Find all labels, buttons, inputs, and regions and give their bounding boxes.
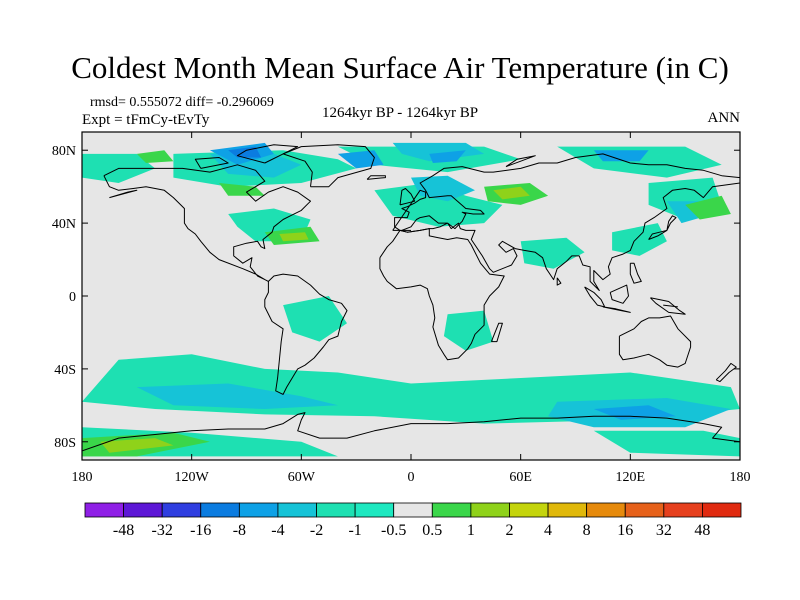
colorbar-swatch-16 [702,502,742,518]
colorbar-swatch-4 [238,502,279,518]
anomaly-region-9 [374,183,503,227]
x-tick-label: 0 [408,470,415,485]
coastline-19 [109,189,138,199]
anomaly-region-12 [612,223,667,256]
colorbar-label: -48 [113,522,134,539]
coastline-21 [663,304,678,308]
anomaly-region-11 [520,237,585,269]
colorbar-swatch-14 [624,502,665,518]
anomaly-region-10 [411,175,475,202]
anomaly-region-26 [219,183,265,196]
coastline-16 [82,412,740,452]
colorbar-swatch-11 [509,502,549,518]
anomaly-region-30 [279,232,309,242]
anomaly-region-31 [685,195,731,220]
period-label: 1264kyr BP - 1264kyr BP [322,105,479,121]
colorbar-swatch-8 [393,502,433,518]
colorbar-swatch-10 [470,502,510,518]
coastline-18 [194,157,229,169]
colorbar-label: 4 [544,522,552,539]
colorbar-label: -16 [190,522,211,539]
coastline-8 [618,315,692,368]
colorbar: -48 -32 -16 -8 -4 -2 -1 -0.5 0.5 1 2 4 8 16 32 48 [84,502,742,539]
colorbar-label: -8 [233,522,246,539]
anomaly-region-23 [429,150,466,163]
colorbar-label: 16 [617,522,633,539]
coastline-9 [648,215,677,240]
coastline-15 [715,362,737,383]
x-tick-label: 60W [288,470,316,485]
coastline-3 [392,153,740,291]
coastline-14 [629,262,642,284]
colorbar-label: 8 [583,522,591,539]
anomaly-region-34 [136,150,174,163]
x-tick-label: 180 [72,470,93,485]
colorbar-swatch-9 [431,502,472,518]
colorbar-swatch-1 [123,502,163,518]
x-tick-label: 120E [616,470,646,485]
y-tick-label: 40S [54,363,76,378]
coastline-7 [490,322,503,343]
coastline-2 [264,273,348,395]
colorbar-swatch-7 [354,502,395,518]
stats-label: rmsd= 0.555072 diff= -0.296069 [90,95,274,110]
colorbar-label: 0.5 [422,522,442,539]
colorbar-label: 1 [467,522,475,539]
colorbar-label: 32 [656,522,672,539]
x-tick-label: 180 [730,470,751,485]
coastline-11 [602,306,631,313]
anomaly-region-28 [493,186,530,200]
colorbar-label: -2 [310,522,323,539]
coastline-22 [556,277,562,286]
anomaly-region-24 [593,150,649,162]
colorbar-label: 48 [694,522,710,539]
x-tick-label: 120W [175,470,210,485]
colorbar-swatch-0 [84,502,124,518]
colorbar-label: -1 [348,522,361,539]
coastline-13 [650,297,686,315]
coastline-6 [366,175,386,180]
colorbar-swatch-12 [547,502,588,518]
y-tick-label: 80S [54,436,76,451]
colorbar-swatch-3 [200,502,240,518]
y-tick-label: 80N [52,144,76,159]
colorbar-label: 2 [505,522,513,539]
anomaly-region-13 [283,296,347,342]
colorbar-label: -0.5 [381,522,406,539]
season-label: ANN [707,110,741,126]
axis-ticks: 180 120W 60W 0 60E 120E 180 80N 40N 0 40S 80S [52,132,751,485]
x-tick-label: 60E [509,470,532,485]
coastline-23 [505,155,536,168]
colorbar-swatch-5 [277,502,317,518]
anomaly-region-14 [443,310,494,351]
coastline-17 [236,144,299,164]
colorbar-swatch-6 [316,502,356,518]
colorbar-swatch-15 [663,502,703,518]
anomaly-region-16 [136,383,338,409]
anomaly-region-20 [593,430,740,457]
anomaly-region-33 [100,438,174,453]
experiment-label: Expt = tFmCy-tEvTy [82,112,210,128]
page-title: Coldest Month Mean Surface Air Temperatu… [71,50,729,85]
colorbar-swatch-13 [586,502,626,518]
y-tick-label: 0 [69,290,76,305]
colorbar-swatch-2 [161,502,202,518]
coastline-0 [103,164,311,282]
coastline-5 [399,188,416,206]
colorbar-label: -4 [271,522,284,539]
coastline-12 [609,284,629,304]
y-tick-label: 40N [52,217,76,232]
coastline-1 [282,144,375,188]
coastline-4 [379,228,505,361]
coastlines [82,144,740,452]
colorbar-label: -32 [152,522,173,539]
anomaly-region-4 [392,142,485,162]
